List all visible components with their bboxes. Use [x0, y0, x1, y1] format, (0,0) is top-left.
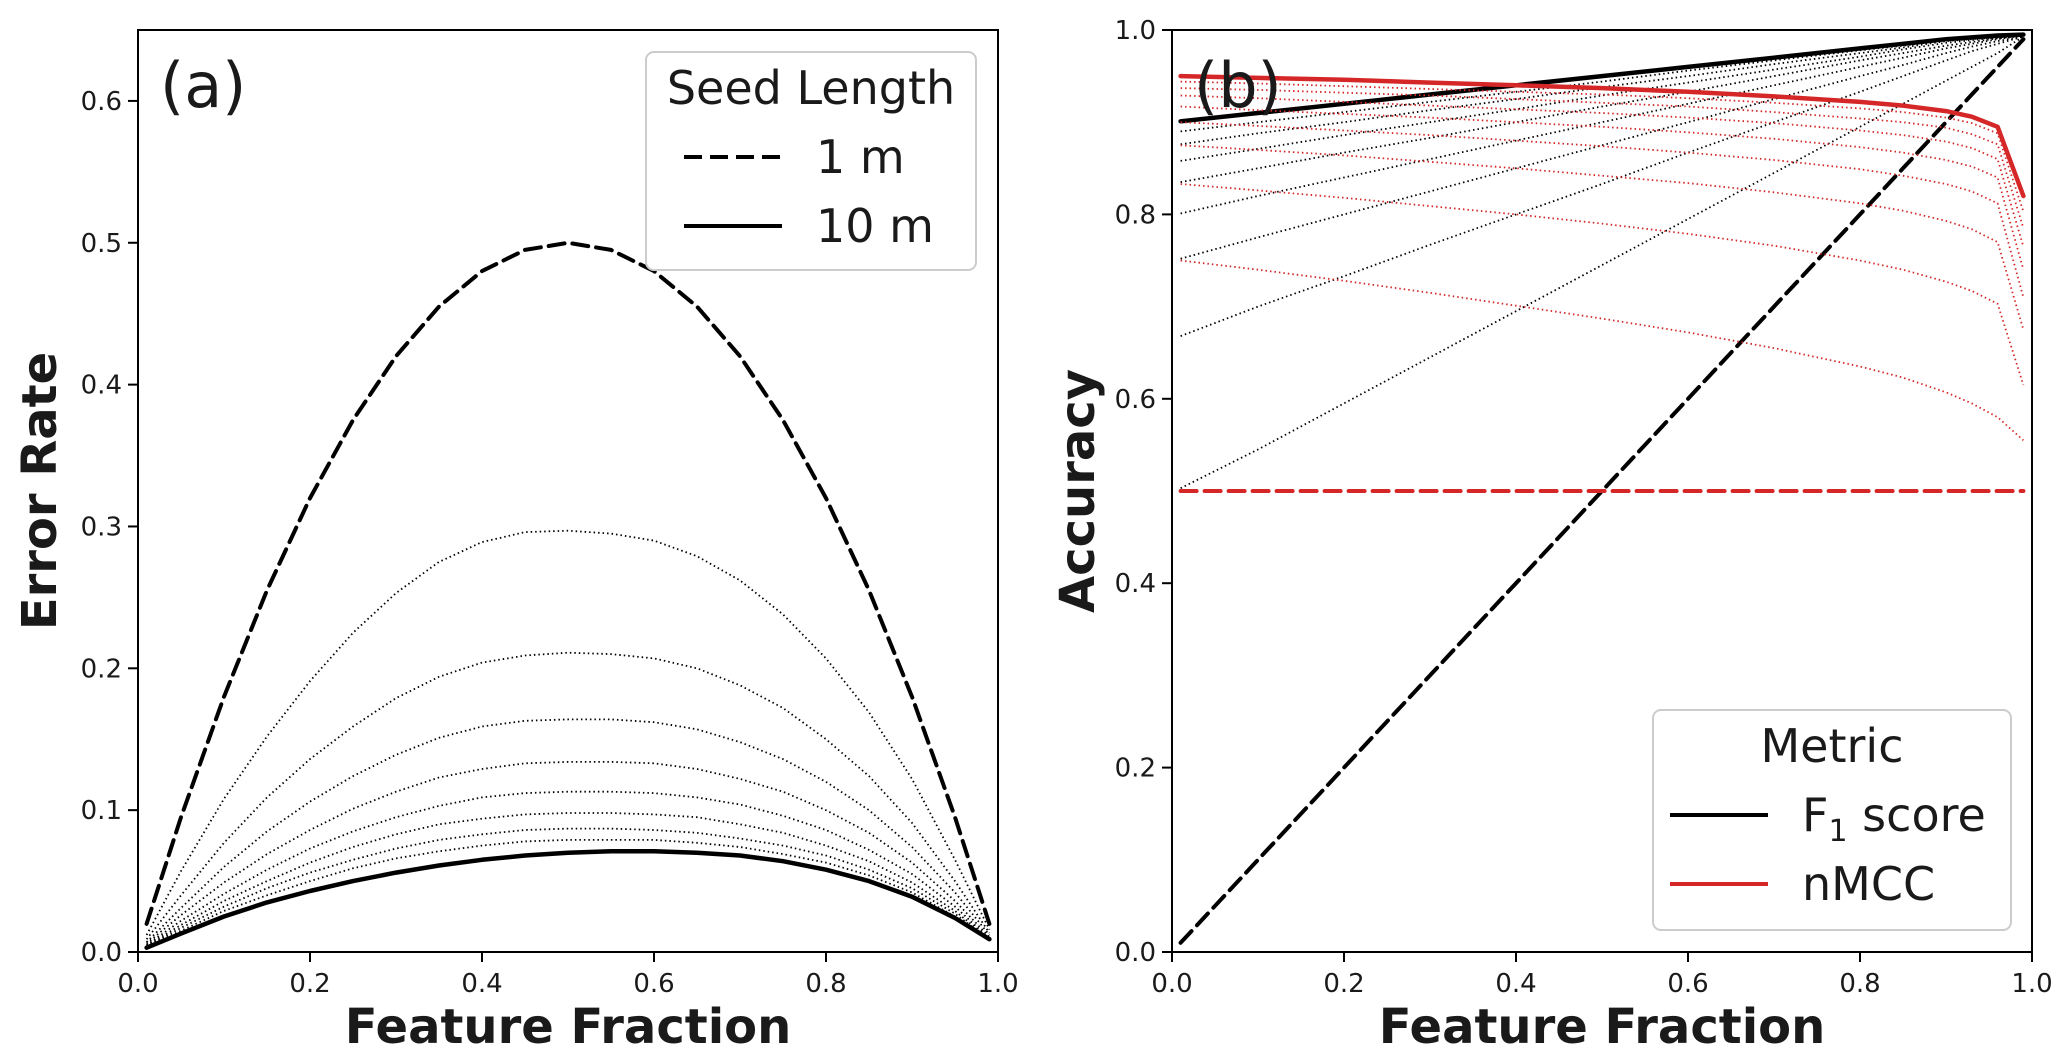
- panel-a-y-tick-label: 0.3: [81, 512, 122, 542]
- panel-b-series-f1-10-m: [1178, 32, 2026, 124]
- panel-b-series-nmcc-6-m: [1180, 105, 2025, 270]
- panel-a-series-5-m: [146, 761, 991, 945]
- panel-b-legend-label-nmcc: nMCC: [1802, 857, 1935, 911]
- panel-b-x-tick-label: 0.4: [1495, 969, 1536, 999]
- panel-a-x-tick-label: 1.0: [977, 969, 1018, 999]
- panel-b: 0.0 0.2 0.4 0.6 0.8 1.0 0.0 0.2 0.4 0.6 0.8 1.0 (b…: [1050, 16, 2053, 1055]
- panel-a-y-tick-label: 0.1: [81, 796, 122, 826]
- panel-b-x-tick-label: 0.8: [1839, 969, 1880, 999]
- panel-b-series-f1-3-m: [1180, 35, 2024, 337]
- panel-b-series-f1-2-m: [1180, 35, 2024, 490]
- panel-b-y-axis-label: Accuracy: [1050, 369, 1106, 613]
- panel-b-tag: (b): [1194, 49, 1282, 122]
- panel-a-tag: (a): [160, 49, 246, 122]
- panel-a-x-ticks: 0.0 0.2 0.4 0.6 0.8 1.0: [117, 952, 1019, 999]
- panel-b-x-tick-label: 0.6: [1667, 969, 1708, 999]
- panel-b-legend-title: Metric: [1760, 719, 1903, 773]
- panel-b-series-nmcc-2-m: [1180, 259, 2025, 441]
- panel-a-y-tick-label: 0.4: [81, 371, 122, 401]
- panel-a-series-2-m: [145, 529, 991, 936]
- panel-a-x-axis-label: Feature Fraction: [345, 999, 792, 1055]
- panel-a-series-6-m: [146, 790, 991, 946]
- panel-a-y-tick-label: 0.2: [81, 654, 122, 684]
- panel-b-y-tick-label: 0.4: [1115, 569, 1156, 599]
- panel-b-y-ticks: 0.0 0.2 0.4 0.6 0.8 1.0: [1115, 16, 1172, 968]
- panel-b-legend: Metric F1 score nMCC: [1652, 709, 2012, 931]
- panel-b-series-f1-6-m: [1180, 34, 2024, 183]
- panel-b-legend-f1-letter: F: [1802, 788, 1828, 842]
- panel-b-series-nmcc-8-m: [1180, 87, 2025, 229]
- panel-a-legend: Seed Length 1 m 10 m: [645, 51, 977, 271]
- panel-a-legend-box: [645, 51, 977, 271]
- panel-b-legend-box: [1652, 709, 2012, 931]
- panel-a-y-tick-label: 0.5: [81, 229, 122, 259]
- panel-a-series-8-m: [146, 827, 990, 948]
- panel-a-x-tick-label: 0.8: [805, 969, 846, 999]
- panel-a-series-4-m: [145, 718, 991, 943]
- panel-b-series-f1-9-m: [1180, 33, 2024, 133]
- panel-b-x-tick-label: 0.2: [1323, 969, 1364, 999]
- panel-a-series-9-m: [146, 839, 990, 948]
- panel-b-series-nmcc-5-m: [1180, 121, 2025, 298]
- panel-a-x-tick-label: 0.2: [289, 969, 330, 999]
- panel-b-series-nmcc-9-m: [1180, 80, 2025, 212]
- panel-b-series-nmcc-10-m: [1178, 73, 2026, 199]
- panel-a-y-tick-label: 0.0: [81, 938, 122, 968]
- panel-b-x-tick-label: 1.0: [2011, 969, 2052, 999]
- panel-b-y-tick-label: 1.0: [1115, 16, 1156, 46]
- panel-b-y-tick-label: 0.2: [1115, 754, 1156, 784]
- panel-b-y-tick-label: 0.6: [1115, 385, 1156, 415]
- panel-b-y-tick-label: 0.8: [1115, 200, 1156, 230]
- panel-a-legend-label-10m: 10 m: [816, 199, 934, 253]
- panel-a-series-group: [144, 240, 992, 950]
- panel-a-y-ticks: 0.0 0.1 0.2 0.3 0.4 0.5 0.6: [81, 87, 138, 968]
- panel-a-x-tick-label: 0.0: [117, 969, 158, 999]
- panel-a-y-axis-label: Error Rate: [12, 352, 68, 630]
- panel-a: 0.0 0.2 0.4 0.6 0.8 1.0 0.0 0.1 0.2 0.3 0.4 0.5 0.6…: [12, 29, 1019, 1055]
- panel-b-series-f1-7-m: [1180, 34, 2024, 162]
- panel-a-series-10-m: [144, 849, 992, 950]
- panel-a-axes-frame: [137, 29, 999, 953]
- panel-a-legend-label-1m: 1 m: [816, 130, 905, 184]
- panel-b-series-nmcc-4-m: [1180, 144, 2025, 330]
- panel-b-series-f1-1-m: [1178, 37, 2026, 945]
- panel-a-series-1-m: [144, 240, 992, 926]
- panel-b-series-f1-4-m: [1180, 35, 2024, 260]
- panel-b-legend-f1-suffix: score: [1848, 788, 1986, 842]
- panel-b-series-nmcc-3-m: [1180, 183, 2025, 386]
- panel-b-y-tick-label: 0.0: [1115, 938, 1156, 968]
- panel-b-legend-f1-subscript: 1: [1828, 814, 1847, 849]
- panel-b-axes-frame: [1171, 29, 2033, 953]
- panel-b-x-tick-label: 0.0: [1151, 969, 1192, 999]
- panel-b-series-f1-5-m: [1180, 34, 2024, 215]
- panel-a-series-3-m: [145, 651, 991, 940]
- panel-a-x-tick-label: 0.6: [633, 969, 674, 999]
- panel-a-x-tick-label: 0.4: [461, 969, 502, 999]
- panel-b-x-ticks: 0.0 0.2 0.4 0.6 0.8 1.0: [1151, 952, 2053, 999]
- panel-a-legend-title: Seed Length: [667, 61, 955, 115]
- panel-b-legend-label-f1: F1 score: [1802, 788, 1986, 849]
- panel-b-x-axis-label: Feature Fraction: [1379, 999, 1826, 1055]
- panel-a-y-tick-label: 0.6: [81, 87, 122, 117]
- panel-b-series-group: [1178, 32, 2026, 945]
